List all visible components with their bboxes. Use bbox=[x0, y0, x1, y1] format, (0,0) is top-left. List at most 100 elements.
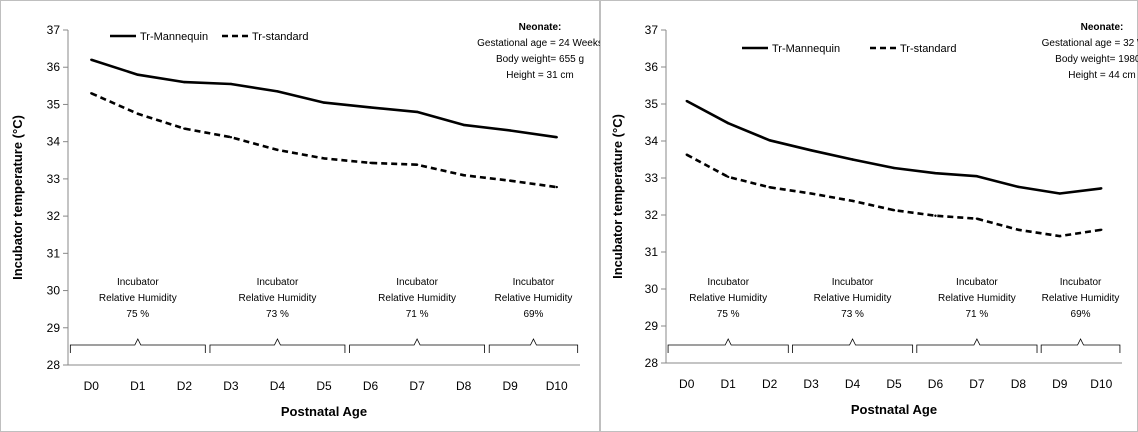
y-tick-label: 33 bbox=[645, 171, 659, 185]
humidity-label-1: Incubator bbox=[257, 277, 299, 288]
data-point bbox=[726, 175, 730, 179]
humidity-label-2: Relative Humidity bbox=[1042, 293, 1120, 304]
humidity-label-1: Incubator bbox=[117, 277, 159, 288]
data-point bbox=[183, 80, 186, 84]
humidity-value: 73 % bbox=[841, 309, 864, 320]
y-tick-label: 35 bbox=[47, 97, 61, 111]
y-tick-label: 30 bbox=[645, 282, 659, 296]
annotation-line: Gestational age = 32 Week bbox=[1042, 38, 1138, 49]
data-point bbox=[1100, 187, 1103, 190]
y-tick-label: 33 bbox=[47, 172, 61, 186]
data-point bbox=[462, 173, 465, 177]
y-tick-label: 35 bbox=[645, 97, 659, 111]
humidity-value: 71 % bbox=[406, 309, 429, 320]
chart-right: 28 29 30 31 32 33 34 35 36 37 D0 D1 D2 D3 D4 D5 D6 D7 D8 D9… bbox=[600, 0, 1138, 432]
legend-label: Tr-Mannequin bbox=[772, 43, 840, 55]
data-point bbox=[975, 174, 979, 178]
data-point bbox=[369, 161, 372, 165]
x-axis-title: Postnatal Age bbox=[851, 402, 937, 417]
x-tick-label: D6 bbox=[928, 377, 944, 391]
x-tick-label: D2 bbox=[762, 377, 778, 391]
humidity-bracket bbox=[1040, 338, 1121, 353]
humidity-label-1: Incubator bbox=[707, 277, 749, 288]
data-point bbox=[136, 112, 140, 115]
humidity-value: 69% bbox=[1071, 309, 1091, 320]
chart-panel-left: 28 29 30 31 32 33 34 35 36 37 D0 D1 D2 D3 D4 D5 D6 D7 D8 D9… bbox=[0, 0, 600, 432]
humidity-bracket bbox=[209, 338, 346, 353]
data-point bbox=[555, 136, 558, 139]
x-tick-label: D4 bbox=[845, 377, 861, 391]
y-tick-label: 31 bbox=[47, 246, 61, 260]
humidity-label-1: Incubator bbox=[832, 277, 874, 288]
data-point bbox=[1058, 234, 1062, 238]
data-point bbox=[276, 90, 279, 93]
data-point bbox=[768, 139, 771, 142]
x-tick-label: D9 bbox=[1052, 377, 1068, 391]
x-tick-label: D7 bbox=[969, 377, 985, 391]
data-point bbox=[322, 101, 326, 104]
y-tick-label: 28 bbox=[47, 358, 61, 372]
humidity-label-1: Incubator bbox=[396, 277, 438, 288]
humidity-label-2: Relative Humidity bbox=[378, 293, 456, 304]
chart-panel-right: 28 29 30 31 32 33 34 35 36 37 D0 D1 D2 D3 D4 D5 D6 D7 D8 D9… bbox=[600, 0, 1138, 432]
x-tick-label: D10 bbox=[546, 379, 568, 393]
annotation-title: Neonate: bbox=[1081, 22, 1124, 33]
data-point bbox=[851, 158, 854, 161]
series-line-tr-mannequin bbox=[90, 58, 557, 139]
humidity-bracket bbox=[349, 338, 485, 353]
humidity-label-2: Relative Humidity bbox=[814, 293, 892, 304]
y-tick-label: 32 bbox=[47, 209, 61, 223]
y-tick-label: 37 bbox=[47, 23, 61, 37]
data-point bbox=[183, 127, 186, 130]
x-tick-label: D3 bbox=[803, 377, 819, 391]
y-tick-label: 29 bbox=[645, 319, 659, 333]
chart-border bbox=[0, 0, 600, 432]
annotation-line: Gestational age = 24 Weeks bbox=[477, 38, 600, 49]
data-point bbox=[975, 217, 979, 220]
humidity-label-2: Relative Humidity bbox=[689, 293, 767, 304]
y-axis-title: Incubator temperature (°C) bbox=[610, 114, 625, 279]
x-tick-label: D5 bbox=[886, 377, 902, 391]
humidity-value: 75 % bbox=[126, 309, 149, 320]
x-axis-title: Postnatal Age bbox=[281, 404, 367, 419]
legend-label: Tr-standard bbox=[252, 31, 308, 43]
data-point bbox=[1100, 228, 1103, 231]
humidity-bracket bbox=[792, 338, 914, 353]
humidity-bracket bbox=[69, 338, 206, 353]
data-point bbox=[768, 186, 771, 189]
y-tick-label: 29 bbox=[47, 321, 61, 335]
data-point bbox=[369, 106, 372, 109]
y-tick-label: 37 bbox=[645, 23, 659, 37]
x-tick-label: D5 bbox=[316, 379, 332, 393]
humidity-label-1: Incubator bbox=[1060, 277, 1102, 288]
chart-left: 28 29 30 31 32 33 34 35 36 37 D0 D1 D2 D3 D4 D5 D6 D7 D8 D9… bbox=[0, 0, 600, 432]
x-tick-label: D7 bbox=[409, 379, 425, 393]
humidity-value: 69% bbox=[523, 309, 543, 320]
x-tick-label: D3 bbox=[223, 379, 239, 393]
data-point bbox=[685, 153, 688, 156]
x-tick-label: D9 bbox=[503, 379, 519, 393]
data-point bbox=[809, 149, 813, 152]
chart-border bbox=[600, 0, 1138, 432]
data-point bbox=[462, 123, 465, 127]
data-point bbox=[555, 185, 558, 189]
data-point bbox=[892, 208, 896, 212]
y-axis-title: Incubator temperature (°C) bbox=[10, 115, 25, 280]
humidity-value: 73 % bbox=[266, 309, 289, 320]
humidity-label-2: Relative Humidity bbox=[239, 293, 317, 304]
series-line-tr-mannequin bbox=[686, 99, 1102, 195]
y-tick-label: 34 bbox=[645, 134, 659, 148]
humidity-label-2: Relative Humidity bbox=[495, 293, 573, 304]
data-point bbox=[892, 166, 896, 170]
data-point bbox=[1017, 185, 1020, 189]
y-tick-label: 36 bbox=[47, 60, 61, 74]
annotation-line: Body weight= 655 g bbox=[496, 54, 584, 65]
data-point bbox=[508, 179, 512, 182]
x-tick-label: D8 bbox=[1011, 377, 1027, 391]
annotation-line: Height = 31 cm bbox=[506, 70, 574, 81]
annotation-line: Height = 44 cm bbox=[1068, 70, 1136, 81]
data-point bbox=[508, 129, 512, 132]
humidity-bracket bbox=[488, 338, 579, 353]
y-tick-label: 36 bbox=[645, 60, 659, 74]
x-tick-label: D0 bbox=[679, 377, 695, 391]
